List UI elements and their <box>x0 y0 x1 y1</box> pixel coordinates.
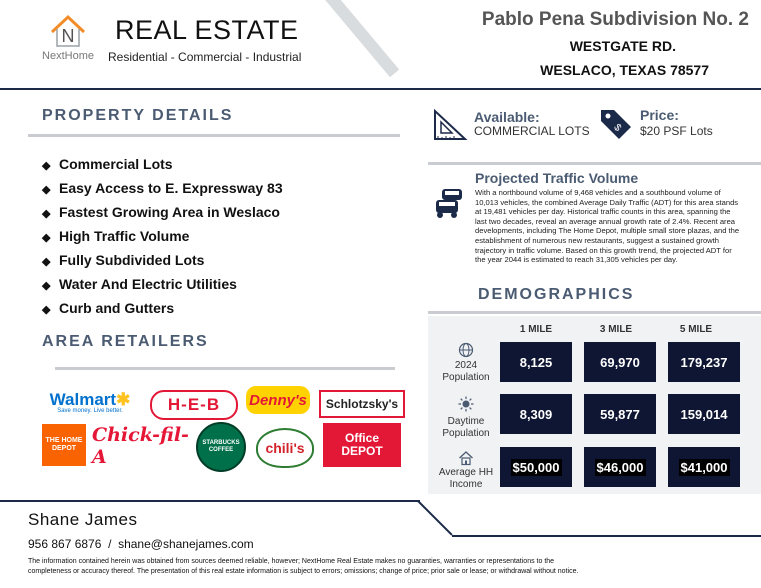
row-label-population: 2024 Population <box>442 360 490 383</box>
footer-divider-right <box>452 535 761 537</box>
available-value: COMMERCIAL LOTS <box>474 124 590 138</box>
daytime-population-1-mile: 8,309 <box>500 394 572 434</box>
income-3-mile: $46,000 <box>584 447 656 487</box>
diamond-bullet-icon: ◆ <box>42 160 51 172</box>
area-retailers-heading: AREA RETAILERS <box>42 333 209 350</box>
income-1-mile: $50,000 <box>500 447 572 487</box>
property-title: Pablo Pena Subdivision No. 2 <box>481 9 749 30</box>
traffic-description: With a northbound volume of 9,468 vehicl… <box>475 188 740 265</box>
feature-item: ◆ Fastest Growing Area in Weslaco <box>42 203 283 227</box>
feature-list: ◆ Commercial Lots ◆ Easy Access to E. Expr… <box>42 155 283 323</box>
dennys-logo: Denny's <box>246 386 310 414</box>
sun-icon <box>458 396 474 412</box>
brand-tagline: Residential - Commercial - Industrial <box>108 50 302 64</box>
diamond-bullet-icon: ◆ <box>42 256 51 268</box>
property-details-heading: PROPERTY DETAILS <box>42 107 234 124</box>
brand-title: REAL ESTATE <box>115 15 299 45</box>
col-header-5-mile: 5 MILE <box>679 324 713 335</box>
feature-item: ◆ Water And Electric Utilities <box>42 275 283 299</box>
row-label-daytime-population: Daytime Population <box>442 416 490 439</box>
diamond-bullet-icon: ◆ <box>42 232 51 244</box>
demographics-rule <box>428 311 761 314</box>
walmart-logo: Walmart✱ Save money. Live better. <box>49 389 131 414</box>
nexthome-logo: N NextHome <box>36 14 100 66</box>
disclaimer: The information contained herein was obt… <box>28 558 579 575</box>
logo-text: NextHome <box>42 50 94 62</box>
heb-logo: H-E-B <box>150 390 238 420</box>
schlotzskys-logo: Schlotzsky's <box>319 390 405 418</box>
chick-fil-a-logo: Chick-fil-A <box>92 424 189 468</box>
feature-item: ◆ Curb and Gutters <box>42 299 283 323</box>
price-value: $20 PSF Lots <box>640 124 713 138</box>
office-depot-logo: Office DEPOT <box>323 423 401 467</box>
property-details-rule <box>28 134 400 137</box>
house-roof-icon <box>50 14 86 47</box>
footer-divider <box>0 500 420 502</box>
set-square-icon <box>434 108 468 140</box>
property-city: WESLACO, TEXAS 78577 <box>540 62 709 78</box>
price-label: Price: <box>640 107 679 123</box>
header-divider <box>0 88 761 90</box>
diamond-bullet-icon: ◆ <box>42 304 51 316</box>
diamond-bullet-icon: ◆ <box>42 184 51 196</box>
chilis-logo: chili's <box>256 428 314 468</box>
population-3-mile: 69,970 <box>584 342 656 382</box>
daytime-population-5-mile: 159,014 <box>668 394 740 434</box>
area-retailers-rule <box>55 367 395 370</box>
feature-item: ◆ Easy Access to E. Expressway 83 <box>42 179 283 203</box>
price-tag-icon: $ <box>601 110 631 139</box>
income-5-mile: $41,000 <box>668 447 740 487</box>
diamond-bullet-icon: ◆ <box>42 280 51 292</box>
feature-item: ◆ Commercial Lots <box>42 155 283 179</box>
property-street: WESTGATE RD. <box>569 38 676 54</box>
traffic-rule <box>428 162 761 165</box>
feature-item: ◆ High Traffic Volume <box>42 227 283 251</box>
population-1-mile: 8,125 <box>500 342 572 382</box>
population-5-mile: 179,237 <box>668 342 740 382</box>
header-diagonal-stripe <box>300 0 400 78</box>
agent-contact[interactable]: 956 867 6876 / shane@shanejames.com <box>28 537 254 551</box>
traffic-heading: Projected Traffic Volume <box>475 170 639 186</box>
agent-name: Shane James <box>28 510 138 529</box>
logo-letter: N <box>61 26 75 46</box>
traffic-cars-icon <box>436 189 462 218</box>
available-label: Available: <box>474 109 540 125</box>
daytime-population-3-mile: 59,877 <box>584 394 656 434</box>
col-header-3-mile: 3 MILE <box>599 324 633 335</box>
demographics-heading: DEMOGRAPHICS <box>478 286 635 303</box>
starbucks-logo: STARBUCKS COFFEE <box>196 422 246 472</box>
globe-icon <box>458 342 474 358</box>
home-icon <box>459 451 473 466</box>
feature-item: ◆ Fully Subdivided Lots <box>42 251 283 275</box>
home-depot-logo: THE HOME DEPOT <box>42 424 86 466</box>
col-header-1-mile: 1 MILE <box>519 324 553 335</box>
footer-divider-diagonal <box>417 500 453 536</box>
row-label-household-income: Average HH Income <box>438 467 494 490</box>
diamond-bullet-icon: ◆ <box>42 208 51 220</box>
